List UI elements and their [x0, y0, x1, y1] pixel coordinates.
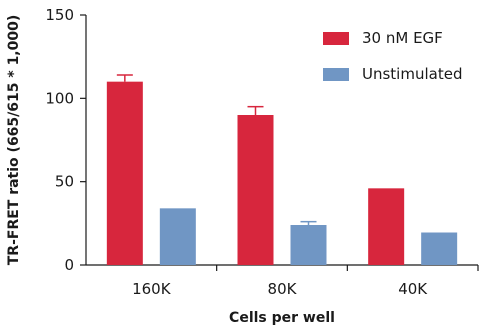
- bar: [106, 81, 143, 266]
- y-tick-label: 150: [45, 6, 74, 24]
- error-bars: [116, 74, 317, 225]
- x-axis-title: Cells per well: [229, 310, 335, 326]
- legend-label: Unstimulated: [362, 65, 462, 83]
- x-tick-label: 80K: [268, 280, 298, 298]
- legend-swatch: [323, 32, 349, 45]
- legend-swatch: [323, 68, 349, 81]
- legend: 30 nM EGF Unstimulated: [323, 29, 462, 83]
- y-tick-label: 0: [64, 256, 74, 274]
- y-ticks: 0 50 100 150: [45, 6, 86, 274]
- bar: [368, 188, 405, 265]
- x-ticks: 160K 80K 40K: [132, 265, 479, 298]
- x-tick-label: 40K: [398, 280, 428, 298]
- bar: [159, 208, 196, 265]
- bar: [237, 115, 274, 265]
- bar: [421, 232, 458, 265]
- legend-label: 30 nM EGF: [362, 29, 443, 47]
- y-tick-label: 50: [55, 173, 74, 191]
- axes: [85, 15, 478, 266]
- y-tick-label: 100: [45, 89, 74, 107]
- x-tick-label: 160K: [132, 280, 172, 298]
- y-axis-title: TR-FRET ratio (665/615 * 1,000): [6, 15, 22, 266]
- bar: [290, 225, 327, 265]
- bars: [106, 81, 458, 266]
